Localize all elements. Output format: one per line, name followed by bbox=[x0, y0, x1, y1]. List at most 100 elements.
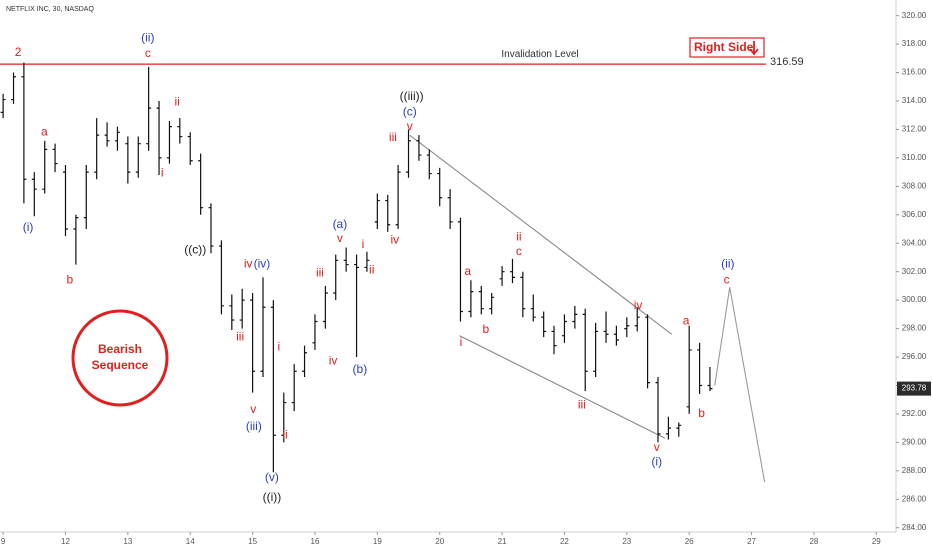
ohlc-bar bbox=[0, 93, 6, 119]
ohlc-bar bbox=[114, 126, 120, 151]
wave-label: c bbox=[516, 244, 522, 258]
wave-label: iii bbox=[316, 265, 324, 279]
ohlc-bar bbox=[374, 193, 380, 230]
wave-label: iv bbox=[244, 257, 253, 271]
wave-label: a bbox=[464, 264, 471, 278]
ohlc-bar bbox=[62, 165, 68, 237]
y-tick-label: 284.00 bbox=[902, 523, 927, 532]
ohlc-bar bbox=[478, 285, 484, 315]
x-tick-label: 16 bbox=[311, 537, 320, 546]
side-box bbox=[689, 37, 765, 58]
side-label: Right Side bbox=[694, 40, 754, 54]
ohlc-bar bbox=[21, 62, 27, 204]
y-tick-label: 292.00 bbox=[902, 409, 927, 418]
wave-label: iv bbox=[390, 233, 399, 247]
wave-label: v bbox=[337, 231, 343, 245]
x-tick-label: 26 bbox=[685, 537, 694, 546]
ohlc-bar bbox=[166, 120, 172, 164]
ohlc-bar bbox=[83, 165, 89, 230]
wave-label: iii bbox=[389, 130, 397, 144]
badge-text: Sequence bbox=[92, 358, 149, 372]
ohlc-bar bbox=[468, 280, 474, 318]
last-price-box bbox=[897, 381, 931, 396]
wave-label: a bbox=[41, 124, 48, 138]
x-tick-label: 12 bbox=[61, 537, 70, 546]
wave-label: (iv) bbox=[254, 257, 271, 271]
ohlc-bar bbox=[541, 311, 547, 338]
wave-label: i bbox=[362, 237, 365, 251]
y-tick-label: 296.00 bbox=[902, 352, 927, 361]
ohlc-bar bbox=[447, 189, 453, 230]
ohlc-bar bbox=[551, 325, 557, 355]
ohlc-bar bbox=[686, 325, 692, 414]
y-tick-label: 314.00 bbox=[902, 96, 927, 105]
y-tick-label: 300.00 bbox=[902, 295, 927, 304]
ohlc-bar bbox=[697, 342, 703, 395]
ohlc-bar bbox=[156, 100, 162, 175]
ohlc-bar bbox=[655, 376, 661, 443]
y-tick-label: 290.00 bbox=[902, 437, 927, 446]
wave-label: ii bbox=[174, 95, 179, 109]
ohlc-bar bbox=[94, 118, 100, 180]
y-tick-label: 316.00 bbox=[902, 68, 927, 77]
ohlc-bar bbox=[52, 143, 58, 173]
ohlc-bar bbox=[333, 254, 339, 301]
ohlc-bar bbox=[239, 288, 245, 329]
wave-label: c bbox=[724, 272, 730, 286]
x-tick-label: 28 bbox=[809, 537, 818, 546]
wave-label: ((iii)) bbox=[400, 89, 424, 103]
x-tick-label: 14 bbox=[186, 537, 195, 546]
ohlc-bar bbox=[302, 345, 308, 377]
wave-label: (iii) bbox=[246, 419, 262, 433]
wave-label: 2 bbox=[15, 45, 22, 59]
x-tick-label: 23 bbox=[622, 537, 631, 546]
y-tick-label: 320.00 bbox=[902, 11, 927, 20]
ohlc-bar bbox=[250, 293, 256, 393]
ohlc-bar bbox=[676, 422, 682, 437]
trend-line bbox=[409, 134, 673, 335]
ohlc-bar bbox=[322, 285, 328, 329]
wave-label: (v) bbox=[265, 470, 279, 484]
wave-label: i bbox=[161, 166, 164, 180]
ohlc-bar bbox=[73, 214, 79, 265]
ohlc-bar bbox=[707, 366, 713, 392]
ohlc-bar bbox=[499, 266, 505, 286]
ohlc-bar bbox=[582, 308, 588, 392]
ohlc-bar bbox=[177, 118, 183, 144]
ohlc-bar bbox=[634, 307, 640, 332]
ohlc-bar bbox=[530, 294, 536, 322]
y-tick-label: 308.00 bbox=[902, 181, 927, 190]
ohlc-bar bbox=[270, 300, 276, 473]
ohlc-bar bbox=[208, 203, 214, 254]
ohlc-bar bbox=[395, 165, 401, 230]
ohlc-bar bbox=[291, 364, 297, 412]
ohlc-bar bbox=[416, 135, 422, 161]
ohlc-bar bbox=[572, 305, 578, 329]
y-tick-label: 306.00 bbox=[902, 210, 927, 219]
wave-label: (b) bbox=[353, 362, 368, 376]
x-tick-label: 21 bbox=[498, 537, 507, 546]
ohlc-bar bbox=[561, 314, 567, 343]
wave-label: ((c)) bbox=[184, 243, 206, 257]
wave-label: ii bbox=[369, 262, 374, 276]
ohlc-bar bbox=[31, 172, 37, 217]
ohlc-bar bbox=[42, 140, 48, 194]
ohlc-bar bbox=[198, 153, 204, 215]
side-arrow bbox=[749, 41, 759, 56]
ohlc-bar bbox=[125, 136, 131, 184]
wave-label: i bbox=[460, 335, 463, 349]
ohlc-bar bbox=[665, 416, 671, 440]
badge-circle bbox=[71, 309, 169, 407]
wave-label: ii bbox=[282, 427, 287, 441]
ohlc-bar bbox=[593, 322, 599, 377]
x-tick-label: 13 bbox=[123, 537, 132, 546]
ohlc-bar bbox=[229, 294, 235, 331]
ohlc-bar bbox=[11, 72, 17, 104]
wave-label: ((i)) bbox=[263, 490, 282, 504]
x-tick-label: 27 bbox=[747, 537, 756, 546]
ohlc-bar bbox=[603, 311, 609, 343]
ohlc-bar bbox=[354, 254, 360, 358]
ohlc-bar bbox=[135, 136, 141, 178]
y-tick-label: 286.00 bbox=[902, 494, 927, 503]
